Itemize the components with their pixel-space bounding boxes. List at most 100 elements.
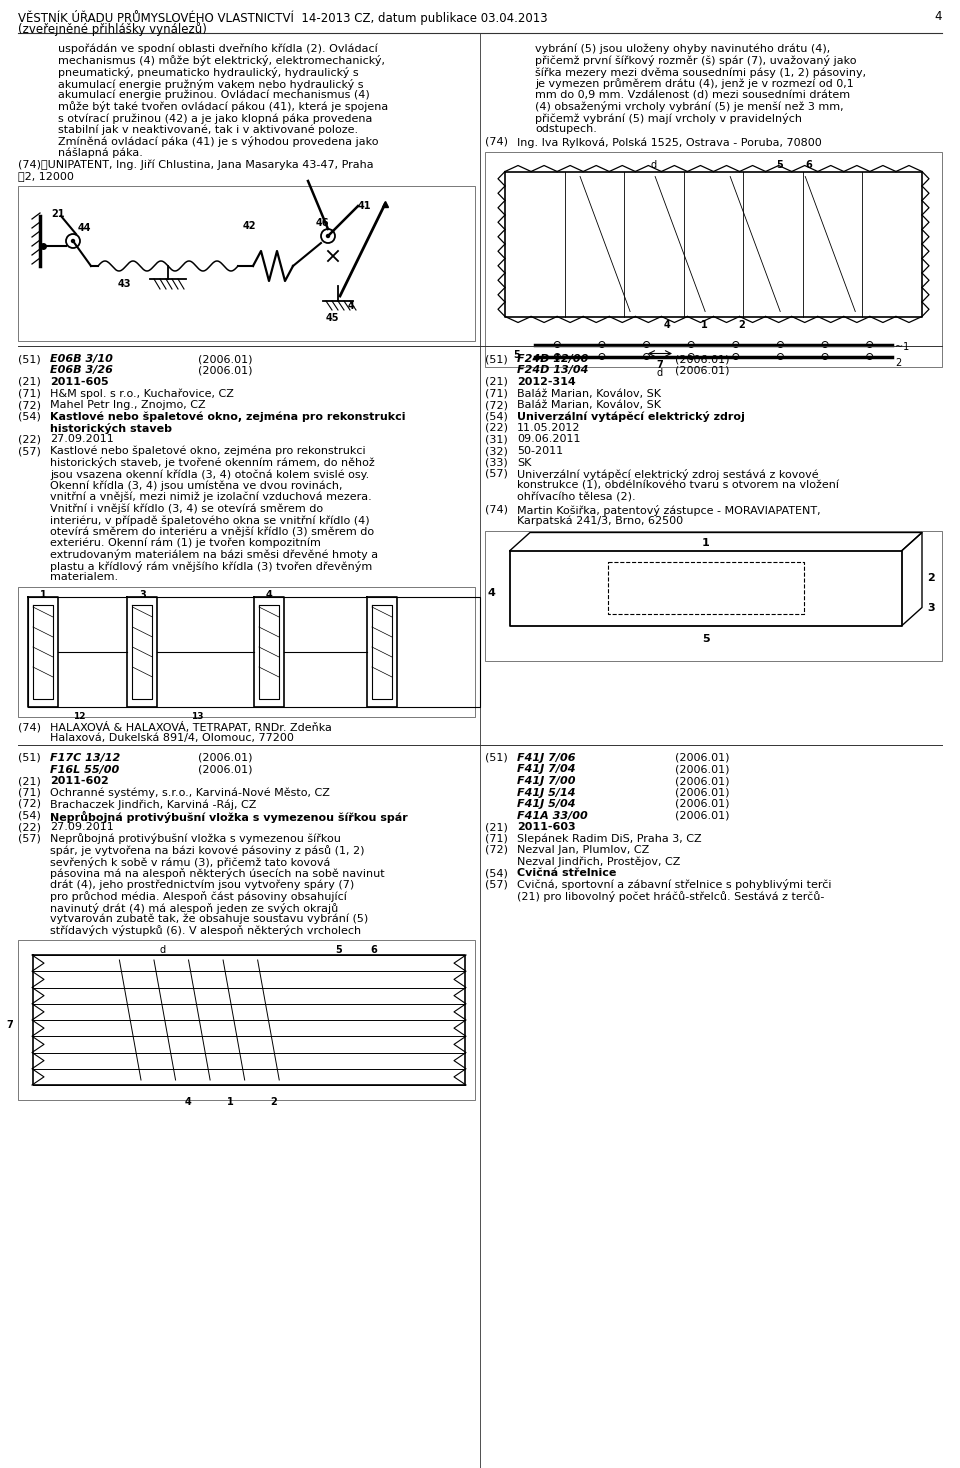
Text: (2006.01): (2006.01) xyxy=(675,810,730,821)
Text: SK: SK xyxy=(517,458,532,467)
Text: přičemž vybrání (5) mají vrcholy v pravidelných: přičemž vybrání (5) mají vrcholy v pravi… xyxy=(535,113,802,123)
Text: s otvírací pružinou (42) a je jako klopná páka provedena: s otvírací pružinou (42) a je jako klopn… xyxy=(58,113,372,123)
Text: vybrání (5) jsou uloženy ohyby navinutého drátu (4),: vybrání (5) jsou uloženy ohyby navinutéh… xyxy=(535,44,830,54)
Text: Univerzální vytápěcí elektrický zdroj: Univerzální vytápěcí elektrický zdroj xyxy=(517,411,745,423)
Text: (2006.01): (2006.01) xyxy=(198,366,252,376)
Bar xyxy=(18,940,475,1100)
Text: 13: 13 xyxy=(191,712,204,721)
Circle shape xyxy=(71,239,75,242)
Text: exteriéru. Okenní rám (1) je tvořen kompozitním: exteriéru. Okenní rám (1) je tvořen komp… xyxy=(50,537,321,549)
Text: Zmíněná ovládací páka (41) je s výhodou provedena jako: Zmíněná ovládací páka (41) je s výhodou … xyxy=(58,137,378,147)
Text: (71): (71) xyxy=(485,834,508,844)
Text: (72): (72) xyxy=(18,399,41,410)
Text: akumulací energie pružinou. Ovládací mechanismus (4): akumulací energie pružinou. Ovládací mec… xyxy=(58,90,370,100)
Text: d: d xyxy=(657,368,663,379)
Text: (72): (72) xyxy=(485,846,508,854)
Text: F17C 13/12: F17C 13/12 xyxy=(50,753,120,763)
Text: 2: 2 xyxy=(271,1097,277,1107)
Text: historických staveb, je tvořené okenním rámem, do něhož: historických staveb, je tvořené okenním … xyxy=(50,458,374,468)
Text: Halaxová, Dukelská 891/4, Olomouc, 77200: Halaxová, Dukelská 891/4, Olomouc, 77200 xyxy=(50,734,294,743)
Text: 43: 43 xyxy=(118,279,132,289)
Text: F24D 13/04: F24D 13/04 xyxy=(517,366,588,376)
Text: (2006.01): (2006.01) xyxy=(675,765,730,775)
Text: 4: 4 xyxy=(184,1097,191,1107)
Text: pneumatický, pneumaticko hydraulický, hydraulický s: pneumatický, pneumaticko hydraulický, hy… xyxy=(58,68,359,78)
Text: (33): (33) xyxy=(485,458,508,467)
Text: (72): (72) xyxy=(18,799,41,809)
Text: 21: 21 xyxy=(51,208,64,219)
Text: ohřívacího tělesa (2).: ohřívacího tělesa (2). xyxy=(517,492,636,502)
Bar xyxy=(18,186,475,341)
Text: drát (4), jeho prostřednictvím jsou vytvořeny spáry (7): drát (4), jeho prostřednictvím jsou vytv… xyxy=(50,879,354,890)
Text: střídavých výstupků (6). V alespoň některých vrcholech: střídavých výstupků (6). V alespoň někte… xyxy=(50,925,361,937)
Text: plastu a křídlový rám vnějšího křídla (3) tvořen dřevěným: plastu a křídlový rám vnějšího křídla (3… xyxy=(50,561,372,573)
Text: F24D 12/00: F24D 12/00 xyxy=(517,354,588,364)
Text: (57): (57) xyxy=(18,446,41,457)
Text: (57): (57) xyxy=(18,834,41,844)
Text: 6: 6 xyxy=(805,160,812,169)
Text: (54): (54) xyxy=(18,810,41,821)
Text: stabilní jak v neaktivované, tak i v aktivované poloze.: stabilní jak v neaktivované, tak i v akt… xyxy=(58,125,358,135)
Text: 2011-603: 2011-603 xyxy=(517,822,576,832)
Text: Kastlové nebo špaletové okno, zejména pro rekonstrukci: Kastlové nebo špaletové okno, zejména pr… xyxy=(50,446,366,457)
Text: spár, je vytvořena na bázi kovové pásoviny z pásů (1, 2): spár, je vytvořena na bázi kovové pásovi… xyxy=(50,846,365,856)
Text: 09.06.2011: 09.06.2011 xyxy=(517,435,581,445)
Text: (22): (22) xyxy=(18,435,41,445)
Text: (74): (74) xyxy=(18,722,41,733)
Text: přičemž první šířkový rozměr (š) spár (7), uvažovaný jako: přičemž první šířkový rozměr (š) spár (7… xyxy=(535,56,856,66)
Text: materialem.: materialem. xyxy=(50,573,118,583)
Text: mm do 0,9 mm. Vzdálenost (d) mezi sousedními drátem: mm do 0,9 mm. Vzdálenost (d) mezi soused… xyxy=(535,90,851,100)
Text: H&M spol. s r.o., Kuchařovice, CZ: H&M spol. s r.o., Kuchařovice, CZ xyxy=(50,389,234,399)
Text: Nezval Jindřich, Prostějov, CZ: Nezval Jindřich, Prostějov, CZ xyxy=(517,856,681,868)
Text: 5: 5 xyxy=(702,634,709,643)
Text: Univerzální vytápěcí elektrický zdroj sestává z kovové: Univerzální vytápěcí elektrický zdroj se… xyxy=(517,468,819,480)
Text: 27.09.2011: 27.09.2011 xyxy=(50,435,113,445)
Text: 45: 45 xyxy=(326,313,340,323)
Text: (2006.01): (2006.01) xyxy=(675,799,730,809)
Text: 1: 1 xyxy=(228,1097,234,1107)
Text: Ing. Iva Rylková, Polská 1525, Ostrava - Poruba, 70800: Ing. Iva Rylková, Polská 1525, Ostrava -… xyxy=(517,137,822,147)
Text: Cvičná střelnice: Cvičná střelnice xyxy=(517,868,616,878)
Text: (21): (21) xyxy=(18,777,41,785)
Text: Baláž Marian, Koválov, SK: Baláž Marian, Koválov, SK xyxy=(517,389,661,398)
Text: Slepánek Radim DiS, Praha 3, CZ: Slepánek Radim DiS, Praha 3, CZ xyxy=(517,834,702,844)
Text: 12: 12 xyxy=(73,712,85,721)
Text: (2006.01): (2006.01) xyxy=(198,753,252,763)
Text: (2006.01): (2006.01) xyxy=(675,753,730,763)
Text: (51): (51) xyxy=(485,753,508,763)
Text: 3: 3 xyxy=(927,603,935,614)
Text: Cvičná, sportovní a zábavní střelnice s pohyblivými terči: Cvičná, sportovní a zábavní střelnice s … xyxy=(517,879,831,891)
Text: (22): (22) xyxy=(18,822,41,832)
Text: (4) obsaženými vrcholy vybrání (5) je menší než 3 mm,: (4) obsaženými vrcholy vybrání (5) je me… xyxy=(535,101,844,113)
Text: (54): (54) xyxy=(485,411,508,421)
Text: 1: 1 xyxy=(701,320,708,329)
Text: 2012-314: 2012-314 xyxy=(517,377,576,388)
Text: 5: 5 xyxy=(514,349,520,360)
Text: F41J 7/00: F41J 7/00 xyxy=(517,777,575,785)
Text: ~1: ~1 xyxy=(895,342,909,352)
Text: 42: 42 xyxy=(243,222,256,230)
Text: 4: 4 xyxy=(934,10,942,23)
Text: Brachaczek Jindřich, Karviná -Ráj, CZ: Brachaczek Jindřich, Karviná -Ráj, CZ xyxy=(50,799,256,809)
Text: 44: 44 xyxy=(78,223,91,233)
Text: (54): (54) xyxy=(485,868,508,878)
Text: (zveřejněné přihlášky vynálezů): (zveřejněné přihlášky vynálezů) xyxy=(18,22,206,37)
Text: otevírá směrem do interiéru a vnější křídlo (3) směrem do: otevírá směrem do interiéru a vnější kří… xyxy=(50,527,374,537)
Text: E06B 3/10: E06B 3/10 xyxy=(50,354,113,364)
Text: Neprůbojná protivýbušní vložka s vymezenou šířkou: Neprůbojná protivýbušní vložka s vymezen… xyxy=(50,834,341,844)
Text: (32): (32) xyxy=(485,446,508,457)
Text: F41J 5/04: F41J 5/04 xyxy=(517,799,575,809)
Text: 7: 7 xyxy=(657,361,663,370)
Text: 5: 5 xyxy=(776,160,782,169)
Text: vnitřní a vnější, mezi nimiž je izolační vzduchová mezera.: vnitřní a vnější, mezi nimiž je izolační… xyxy=(50,492,372,502)
Text: (51): (51) xyxy=(485,354,508,364)
Text: (22): (22) xyxy=(485,423,508,433)
Text: Nezval Jan, Plumlov, CZ: Nezval Jan, Plumlov, CZ xyxy=(517,846,649,854)
Text: (31): (31) xyxy=(485,435,508,445)
Text: 1: 1 xyxy=(702,539,709,549)
Text: (21) pro libovolný počet hráčů-střelců. Sestává z terčů-: (21) pro libovolný počet hráčů-střelců. … xyxy=(517,891,825,901)
Text: HALAXOVÁ & HALAXOVÁ, TETRAPAT, RNDr. Zdeňka: HALAXOVÁ & HALAXOVÁ, TETRAPAT, RNDr. Zde… xyxy=(50,722,332,733)
Text: 27.09.2011: 27.09.2011 xyxy=(50,822,113,832)
Text: d: d xyxy=(651,160,657,169)
Text: extrudovaným materiálem na bázi směsi dřevěné hmoty a: extrudovaným materiálem na bázi směsi dř… xyxy=(50,549,378,561)
